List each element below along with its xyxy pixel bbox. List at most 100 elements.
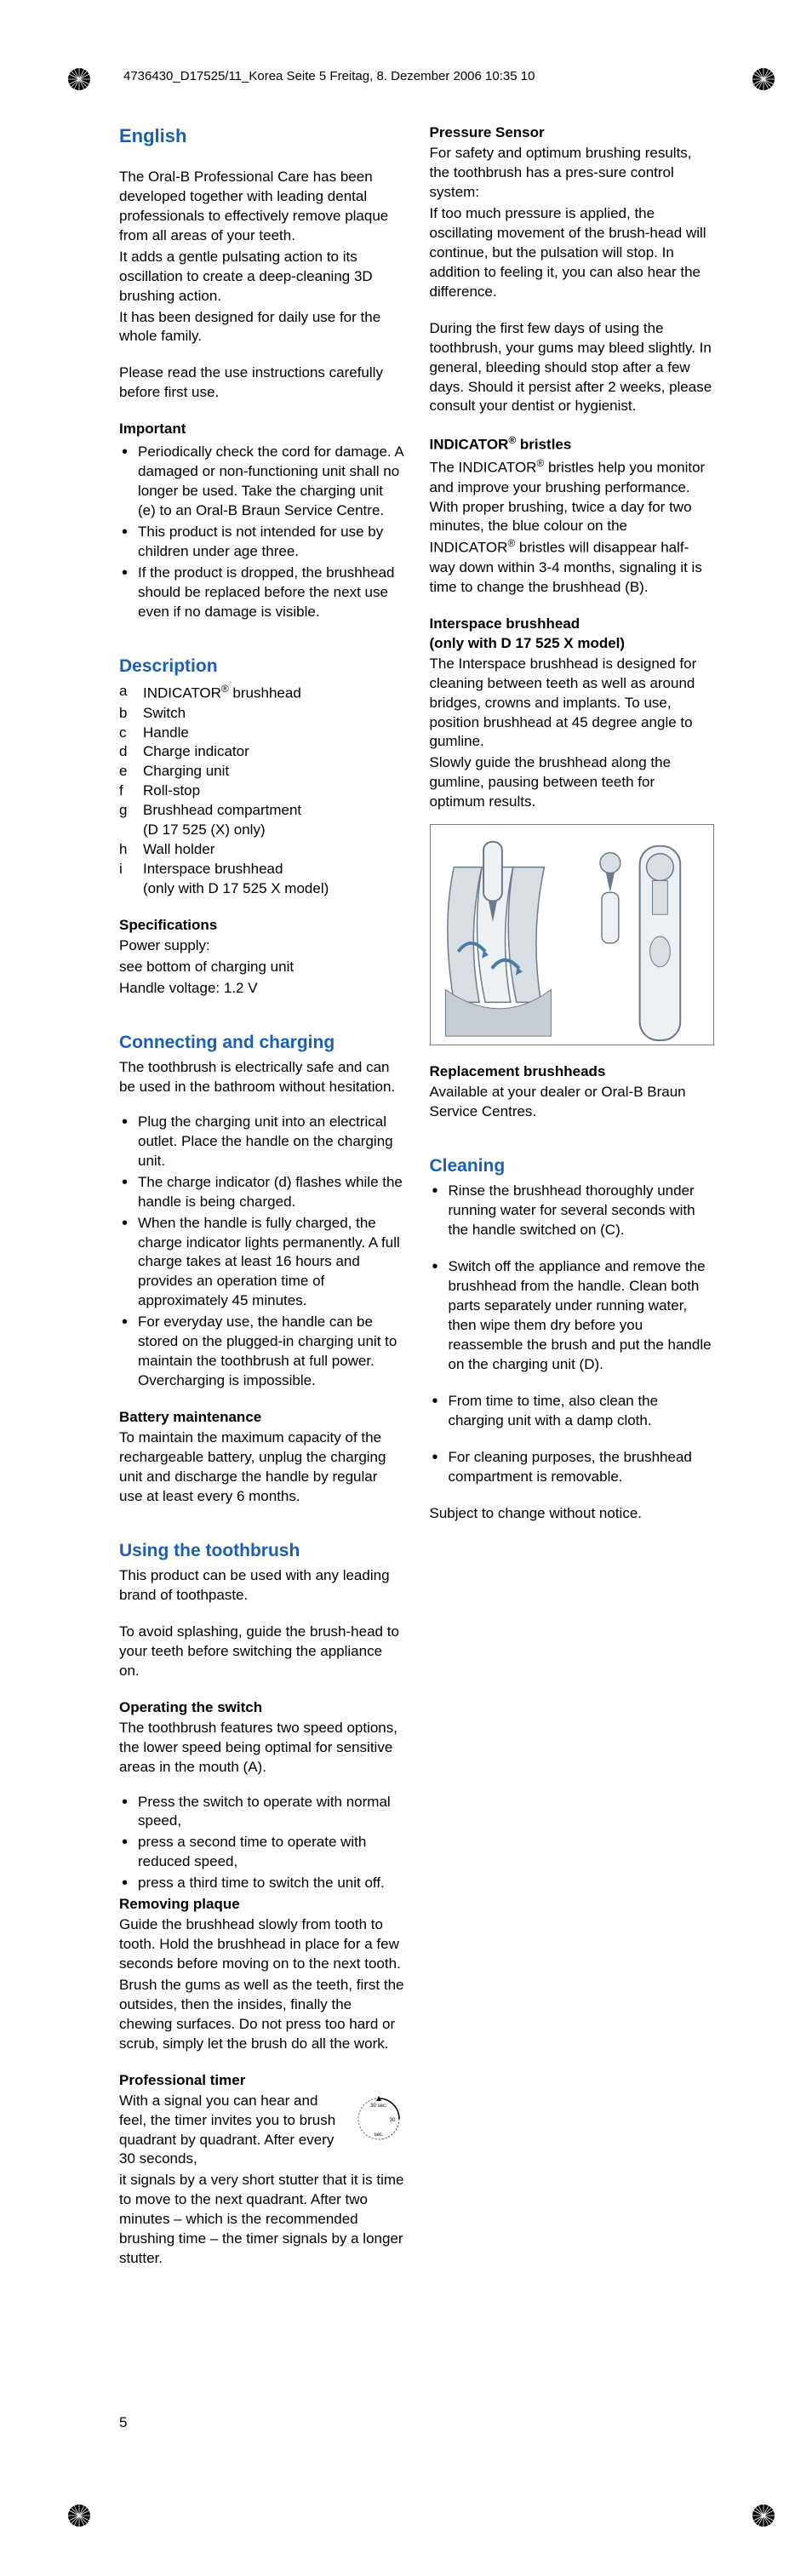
cleaning-heading: Cleaning <box>430 1154 715 1178</box>
spec-text: Handle voltage: 1.2 V <box>119 979 404 999</box>
interspace-text: The Interspace brushhead is designed for… <box>430 655 715 753</box>
description-key: a <box>119 682 143 704</box>
description-subtext: (D 17 525 (X) only) <box>119 821 404 840</box>
specifications-heading: Specifications <box>119 916 404 936</box>
list-item: If the product is dropped, the brushhead… <box>119 564 404 622</box>
interspace-illustration <box>430 824 715 1045</box>
list-item: Rinse the brushhead thoroughly under run… <box>430 1182 715 1240</box>
corner-ornament-top-right-icon <box>751 66 776 92</box>
connecting-list: Plug the charging unit into an electrica… <box>119 1113 404 1391</box>
content-columns: English The Oral-B Professional Care has… <box>119 123 714 2371</box>
description-key: e <box>119 762 143 781</box>
list-item: Switch off the appliance and remove the … <box>430 1257 715 1375</box>
intro-text: It adds a gentle pulsating action to its… <box>119 248 404 306</box>
description-value: Charge indicator <box>143 742 404 762</box>
timer-text: it signals by a very short stutter that … <box>119 2171 404 2269</box>
interspace-heading: Interspace brushhead(only with D 17 525 … <box>430 615 715 654</box>
list-item: Press the switch to operate with normal … <box>119 1793 404 1832</box>
description-value: Interspace brushhead <box>143 860 404 879</box>
timer-block: 30 sec. 30 sec. With a signal you can he… <box>119 2092 404 2269</box>
battery-text: To maintain the maximum capacity of the … <box>119 1428 404 1507</box>
pressure-text: If too much pressure is applied, the osc… <box>430 204 715 302</box>
description-row: bSwitch <box>119 704 404 724</box>
important-list: Periodically check the cord for damage. … <box>119 443 404 621</box>
list-item: When the handle is fully charged, the ch… <box>119 1214 404 1312</box>
battery-heading: Battery maintenance <box>119 1408 404 1428</box>
using-heading: Using the toothbrush <box>119 1539 404 1563</box>
description-key: h <box>119 840 143 860</box>
operating-switch-list: Press the switch to operate with normal … <box>119 1793 404 1894</box>
pressure-sensor-heading: Pressure Sensor <box>430 123 715 143</box>
svg-text:30: 30 <box>389 2118 395 2123</box>
description-value: Switch <box>143 704 404 724</box>
connecting-text: The toothbrush is electrically safe and … <box>119 1058 404 1097</box>
description-key: b <box>119 704 143 724</box>
replacement-heading: Replacement brushheads <box>430 1062 715 1082</box>
list-item: This product is not intended for use by … <box>119 523 404 562</box>
description-value: Wall holder <box>143 840 404 860</box>
description-row: aINDICATOR® brushhead <box>119 682 404 704</box>
list-item: From time to time, also clean the chargi… <box>430 1392 715 1431</box>
indicator-bristles-heading: INDICATOR® bristles <box>430 433 715 455</box>
pressure-text: During the first few days of using the t… <box>430 319 715 417</box>
removing-plaque-heading: Removing plaque <box>119 1895 404 1915</box>
description-row: fRoll-stop <box>119 781 404 801</box>
document-title: English <box>119 123 404 149</box>
intro-block: The Oral-B Professional Care has been de… <box>119 168 404 403</box>
professional-timer-heading: Professional timer <box>119 2071 404 2091</box>
interspace-text: Slowly guide the brushhead along the gum… <box>430 753 715 812</box>
cleaning-list: Rinse the brushhead thoroughly under run… <box>430 1182 715 1486</box>
description-row: iInterspace brushhead <box>119 860 404 879</box>
description-value: Charging unit <box>143 762 404 781</box>
description-list: aINDICATOR® brushheadbSwitchcHandledChar… <box>119 682 404 899</box>
pressure-text: For safety and optimum brushing results,… <box>430 144 715 203</box>
list-item: Plug the charging unit into an electrica… <box>119 1113 404 1171</box>
operating-switch-heading: Operating the switch <box>119 1698 404 1718</box>
corner-ornament-bottom-left-icon <box>66 2503 92 2528</box>
page-header: 4736430_D17525/11_Korea Seite 5 Freitag,… <box>119 68 714 85</box>
list-item: The charge indicator (d) flashes while t… <box>119 1173 404 1212</box>
description-key: i <box>119 860 143 879</box>
intro-text: The Oral-B Professional Care has been de… <box>119 168 404 246</box>
description-row: cHandle <box>119 724 404 743</box>
description-key: d <box>119 742 143 762</box>
important-heading: Important <box>119 420 404 439</box>
plaque-text: Guide the brushhead slowly from tooth to… <box>119 1915 404 1974</box>
replacement-text: Available at your dealer or Oral-B Braun… <box>430 1083 715 1122</box>
description-key: c <box>119 724 143 743</box>
description-row: hWall holder <box>119 840 404 860</box>
list-item: For cleaning purposes, the brushhead com… <box>430 1448 715 1487</box>
page: 4736430_D17525/11_Korea Seite 5 Freitag,… <box>0 0 812 2484</box>
description-heading: Description <box>119 655 404 678</box>
description-row: gBrushhead compartment <box>119 801 404 821</box>
description-value: Handle <box>143 724 404 743</box>
corner-ornament-bottom-right-icon <box>751 2503 776 2528</box>
description-key: g <box>119 801 143 821</box>
corner-ornament-top-left-icon <box>66 66 92 92</box>
list-item: For everyday use, the handle can be stor… <box>119 1313 404 1391</box>
description-row: eCharging unit <box>119 762 404 781</box>
description-key: f <box>119 781 143 801</box>
svg-text:30 sec.: 30 sec. <box>370 2104 387 2109</box>
notice-text: Subject to change without notice. <box>430 1504 715 1524</box>
description-value: Brushhead compartment <box>143 801 404 821</box>
timer-quadrant-icon: 30 sec. 30 sec. <box>353 2093 404 2144</box>
connecting-heading: Connecting and charging <box>119 1031 404 1055</box>
operating-switch-text: The toothbrush features two speed option… <box>119 1719 404 1777</box>
spec-text: Power supply: <box>119 936 404 956</box>
description-subtext: (only with D 17 525 X model) <box>119 879 404 899</box>
list-item: press a third time to switch the unit of… <box>119 1874 404 1893</box>
page-number: 5 <box>119 2413 714 2433</box>
list-item: press a second time to operate with redu… <box>119 1833 404 1872</box>
description-row: dCharge indicator <box>119 742 404 762</box>
indicator-text: The INDICATOR® bristles help you monitor… <box>430 456 715 598</box>
plaque-text: Brush the gums as well as the teeth, fir… <box>119 1976 404 2054</box>
spec-text: see bottom of charging unit <box>119 958 404 977</box>
intro-text: Please read the use instructions careful… <box>119 364 404 403</box>
description-value: INDICATOR® brushhead <box>143 682 404 704</box>
svg-text:sec.: sec. <box>374 2132 383 2138</box>
using-text: To avoid splashing, guide the brush-head… <box>119 1623 404 1681</box>
description-value: Roll-stop <box>143 781 404 801</box>
intro-text: It has been designed for daily use for t… <box>119 308 404 347</box>
list-item: Periodically check the cord for damage. … <box>119 443 404 521</box>
